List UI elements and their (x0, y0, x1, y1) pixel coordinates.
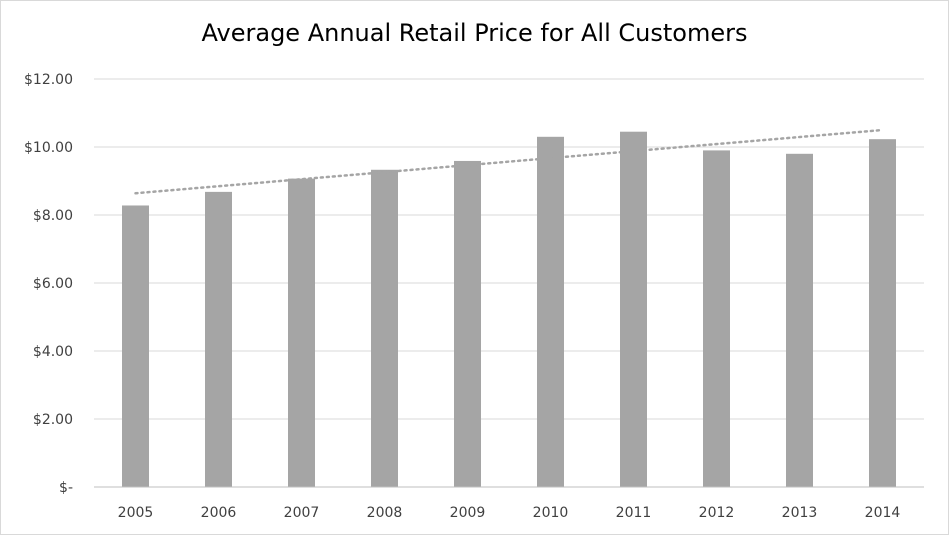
trendline-group (134, 128, 884, 195)
y-tick-label: $4.00 (33, 344, 73, 360)
bars (122, 131, 896, 488)
y-axis-tick-labels: $- $2.00 $4.00 $6.00 $8.00 $10.00 $12.00 (24, 72, 73, 496)
x-tick-label: 2014 (865, 505, 901, 521)
x-tick-label: 2008 (367, 505, 403, 521)
x-axis-tick-labels: 2005 2006 2007 2008 2009 2010 2011 2012 2013 2014 (118, 505, 901, 521)
bar (454, 160, 481, 487)
y-tick-label: $8.00 (33, 208, 73, 224)
x-tick-label: 2011 (616, 505, 652, 521)
bar (703, 150, 730, 487)
y-tick-label: $10.00 (24, 140, 73, 156)
x-tick-label: 2007 (284, 505, 320, 521)
trendline (134, 128, 884, 195)
chart-title: Average Annual Retail Price for All Cust… (201, 19, 748, 47)
y-tick-label: $12.00 (24, 72, 73, 88)
bar (371, 169, 398, 487)
bar (537, 136, 564, 488)
bar (288, 178, 315, 487)
x-tick-label: 2013 (782, 505, 818, 521)
bar (122, 205, 149, 488)
bar (869, 139, 896, 487)
bar (786, 153, 813, 488)
y-tick-label: $6.00 (33, 276, 73, 292)
x-tick-label: 2012 (699, 505, 735, 521)
bar (620, 131, 647, 487)
x-tick-label: 2005 (118, 505, 154, 521)
x-tick-label: 2009 (450, 505, 486, 521)
y-tick-label: $2.00 (33, 412, 73, 428)
x-tick-label: 2006 (201, 505, 237, 521)
bar (205, 191, 232, 487)
gridlines (94, 78, 924, 420)
y-tick-label: $- (59, 480, 73, 496)
x-tick-label: 2010 (533, 505, 569, 521)
